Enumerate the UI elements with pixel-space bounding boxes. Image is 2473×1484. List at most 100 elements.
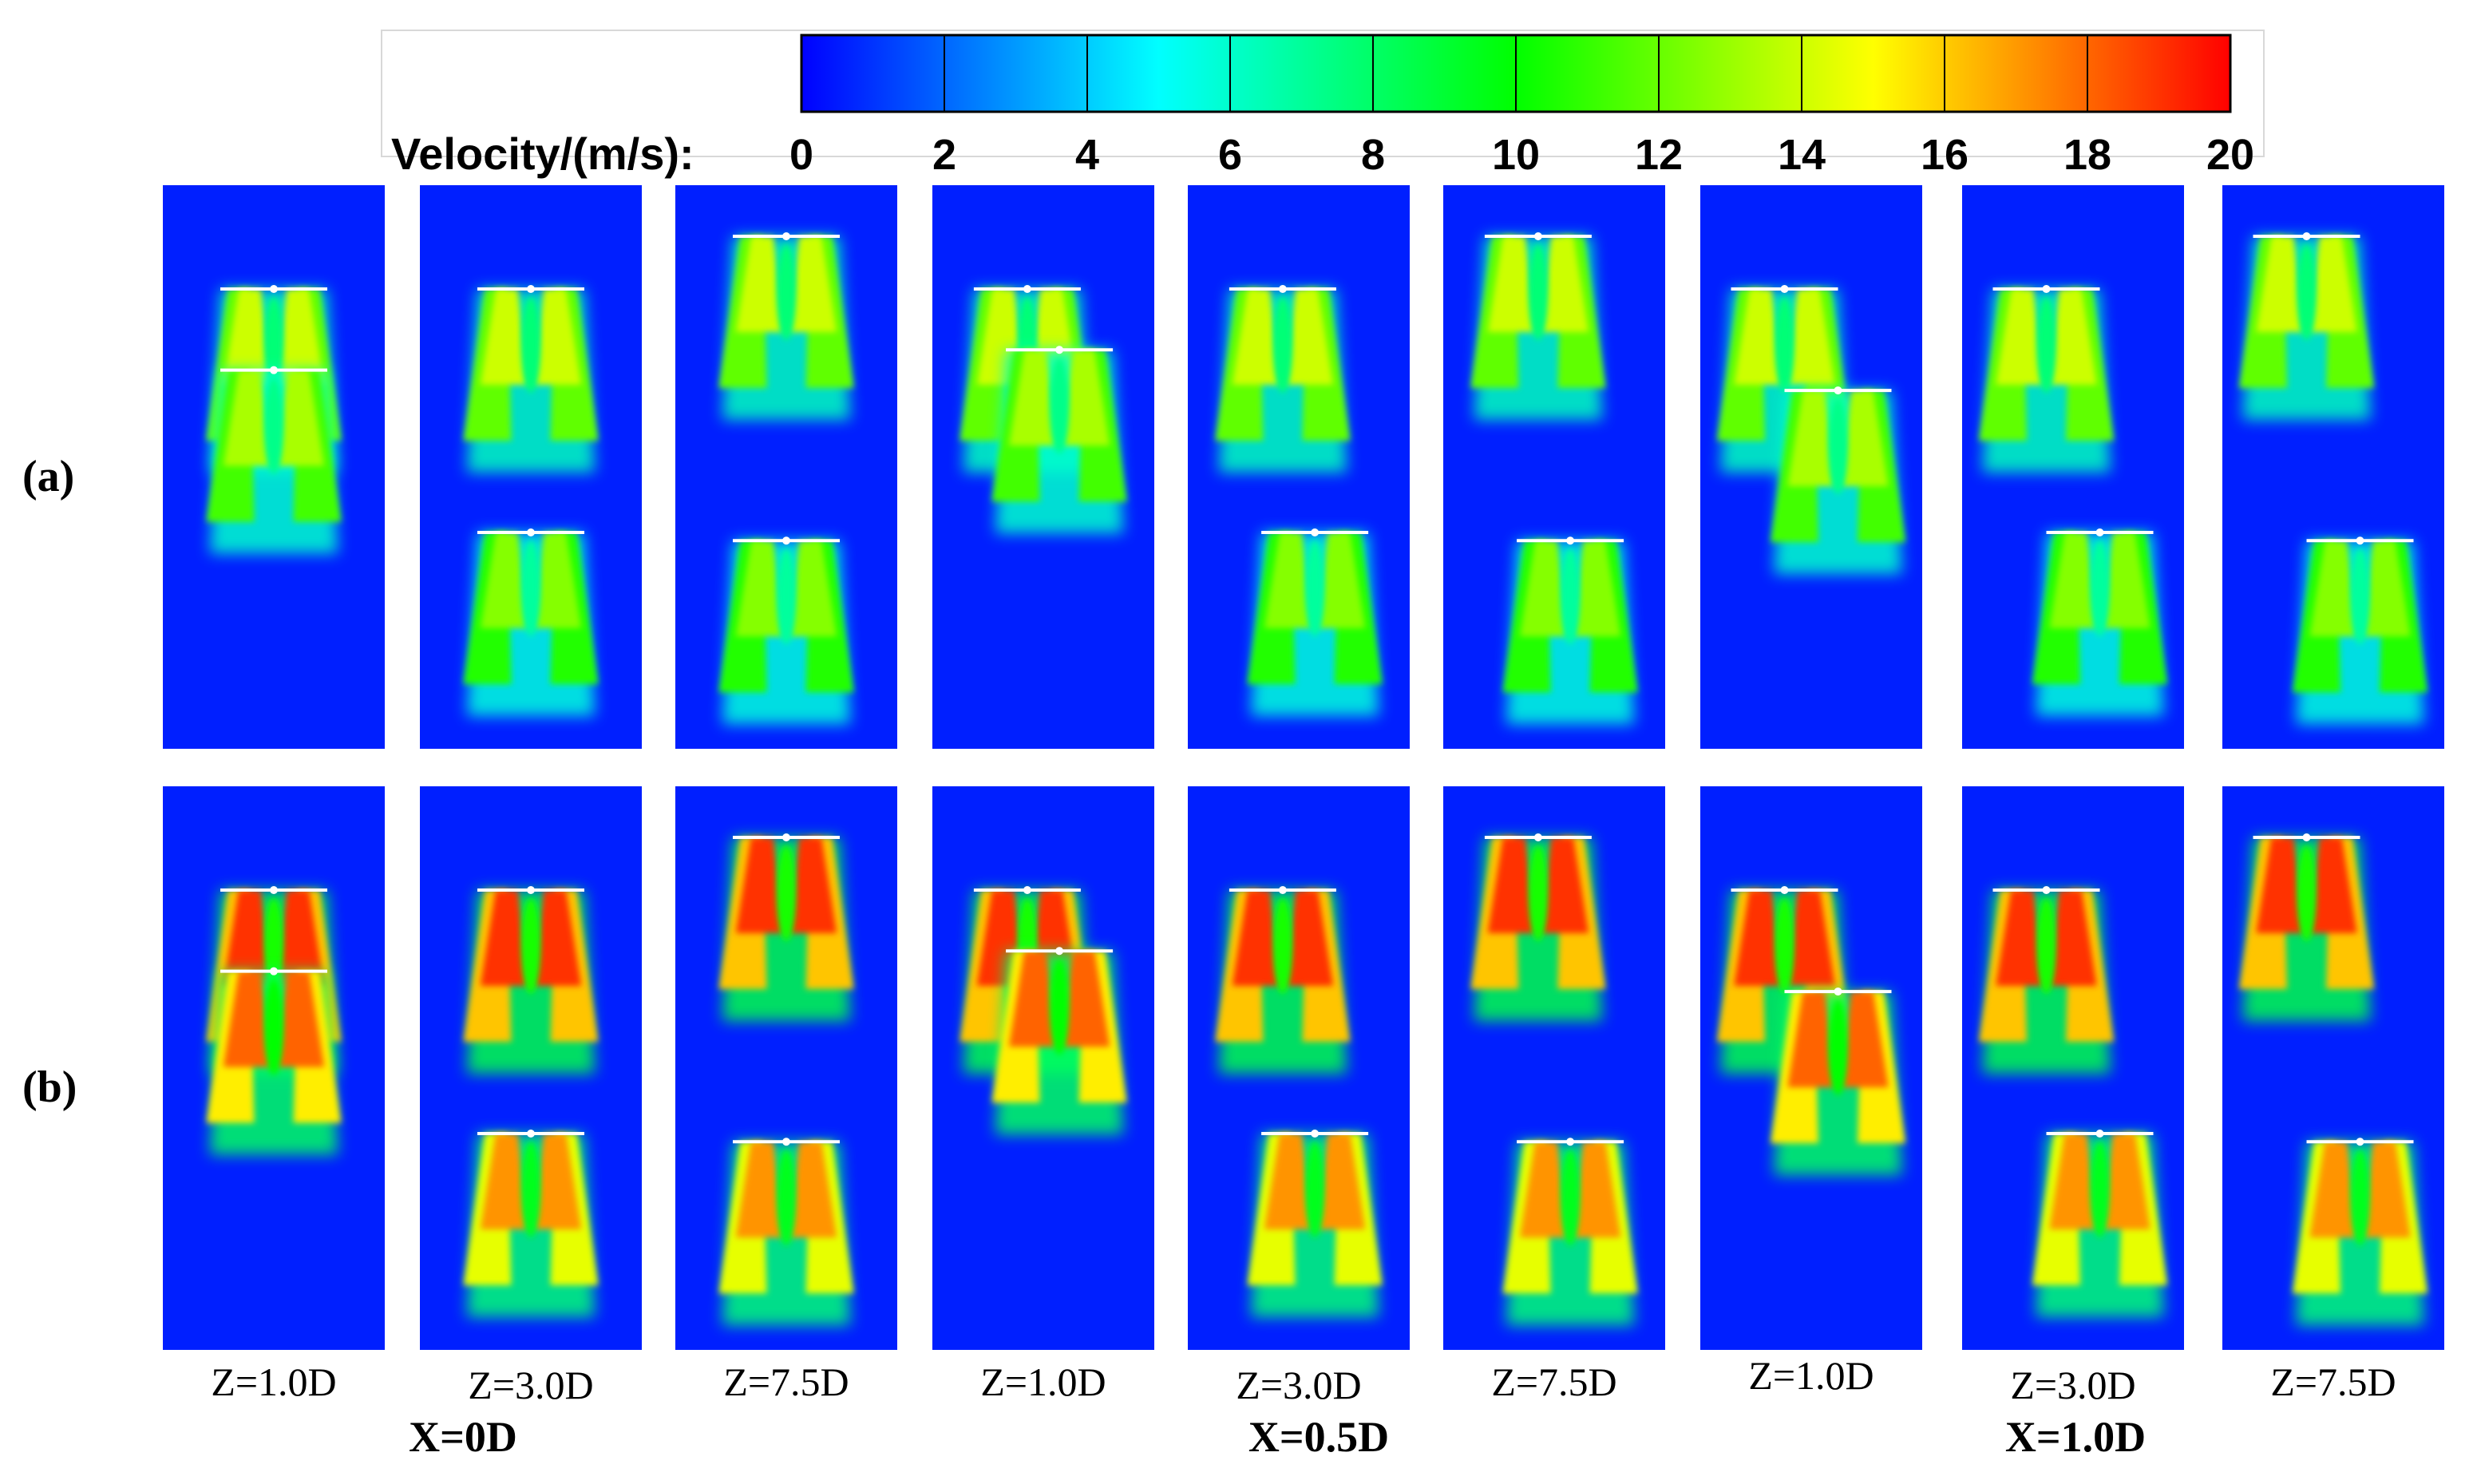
column-label: Z=7.5D [723,1359,849,1404]
wake-lobe [1232,890,1280,986]
wake-lobe [2049,1133,2098,1229]
rotor-hub [1311,528,1320,536]
column-label: Z=1.0D [1748,1353,1874,1398]
hub-wake [2350,548,2370,645]
wake-lobe [2049,532,2098,628]
wake-lobe [1573,540,1621,637]
column-label: Z=7.5D [2270,1359,2396,1404]
row-label-a: (a) [22,452,74,501]
hub-wake [777,1150,796,1246]
rotor-hub [1834,386,1842,395]
wake-lobe [533,532,582,628]
rotor-hub [527,285,535,293]
wake-lobe [2256,236,2305,332]
hub-wake [1528,244,1548,340]
hub-wake [1305,540,1325,636]
column-label: Z=3.0D [1236,1363,1361,1407]
colorbar-tick-label: 4 [1075,131,1099,179]
wake-lobe [789,236,837,332]
wake-lobe [2309,1142,2358,1238]
rotor-hub [1566,536,1575,545]
wake-lobe [223,370,271,466]
rotor-hub [270,366,278,374]
rotor-hub [270,967,278,975]
hub-wake [1828,398,1848,495]
contour-panels [163,185,2444,1350]
contour-panel [2222,185,2444,749]
hub-wake [521,1141,540,1237]
wake-lobe [1519,540,1568,637]
rotor-hub [1278,285,1287,293]
hub-wake [777,244,796,340]
rotor-hub [1055,346,1064,354]
rotor-hub [2302,833,2311,841]
hub-wake [521,297,540,393]
wake-lobe [735,1142,784,1238]
wake-lobe [1787,390,1836,487]
rotor-hub [1834,987,1842,996]
wake-lobe [1786,890,1835,986]
colorbar-tick-label: 14 [1778,131,1826,179]
wake-lobe [789,1142,837,1238]
wake-lobe [1996,289,2044,385]
colorbar-tick-label: 20 [2206,131,2254,179]
rotor-hub [1278,886,1287,894]
colorbar-tick-label: 8 [1361,131,1385,179]
rotor-hub [2095,528,2104,536]
colorbar-tick-label: 12 [1635,131,1683,179]
wake-lobe [1786,289,1835,385]
column-labels: Z=1.0D Z=3.0D Z=7.5D Z=1.0D Z=3.0D Z=7.5D Z=1.… [211,1353,2396,1407]
wake-lobe [1008,951,1057,1047]
wake-lobe [2102,532,2151,628]
wake-lobe [2309,837,2357,933]
wake-lobe [1840,991,1889,1088]
hub-wake [264,378,283,474]
wake-lobe [2256,837,2305,933]
wake-lobe [1487,236,1536,332]
hub-wake [777,845,796,941]
contour-panel [1443,185,1665,749]
wake-lobe [735,837,784,933]
wake-lobe [1573,1142,1621,1238]
wake-lobe [480,890,528,986]
rotor-hub [1566,1138,1575,1146]
column-label: Z=3.0D [468,1363,593,1407]
wake-lobe [1062,350,1110,446]
hub-wake [1561,1150,1581,1246]
group-label-x05: X=0.5D [1248,1413,1389,1461]
wake-lobe [1734,890,1783,986]
wake-lobe [1264,1133,1312,1229]
wake-lobe [1232,289,1280,385]
rotor-hub [270,886,278,894]
hub-wake [2036,297,2056,393]
wake-lobe [735,540,784,637]
hub-wake [1050,959,1070,1055]
wake-lobe [2048,890,2097,986]
wake-lobe [276,370,325,466]
hub-wake [2350,1150,2370,1246]
column-label: Z=1.0D [211,1359,336,1404]
contour-panel [675,786,897,1350]
rotor-hub [1311,1129,1320,1138]
group-label-x0: X=0D [409,1413,517,1461]
hub-wake [2297,845,2317,941]
wake-lobe [480,532,528,628]
wake-lobe [789,540,837,637]
row-label-b: (b) [22,1063,77,1112]
wake-lobe [2102,1133,2151,1229]
colorbar-dividers [944,35,2088,112]
hub-wake [2036,898,2056,994]
wake-lobe [276,289,325,385]
contour-panel [163,786,385,1350]
rotor-hub [270,285,278,293]
colorbar-tick-label: 2 [932,131,956,179]
wake-lobe [276,971,325,1067]
wake-lobe [1787,991,1836,1088]
contour-panel [1700,786,1922,1350]
wake-lobe [2362,1142,2411,1238]
rotor-hub [1055,947,1064,956]
rotor-hub [782,536,790,545]
hub-wake [1272,297,1292,393]
rotor-hub [2302,232,2311,240]
